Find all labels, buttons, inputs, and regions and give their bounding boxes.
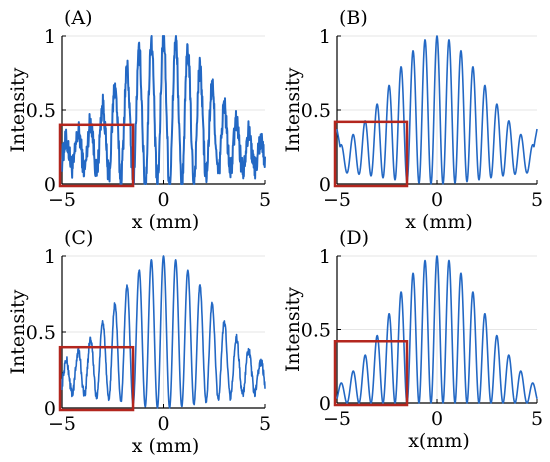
y-axis-title: Intensity: [282, 287, 304, 372]
intensity-series-line: [336, 255, 538, 404]
intensity-series-line: [61, 255, 266, 409]
y-tick-label: 0: [44, 174, 56, 196]
y-tick-label: 1: [319, 26, 331, 48]
y-tick-label: 0.5: [301, 100, 331, 122]
y-tick-label: 0: [44, 398, 56, 420]
x-tick-label: −5: [48, 413, 76, 435]
y-tick-label: 0: [319, 174, 331, 196]
panel-d: 00.51−5 0 5x(mm)Intensity(D): [282, 227, 543, 452]
y-tick-label: 1: [44, 246, 56, 268]
y-axis-title: Intensity: [7, 67, 29, 152]
highlight-box: [333, 120, 409, 188]
panel-b: 00.51−5 0 5x (mm)Intensity(B): [282, 7, 543, 233]
y-tick-label: 0.5: [301, 320, 331, 342]
x-tick-label: −5: [323, 189, 351, 211]
intensity-series-line: [61, 35, 266, 185]
highlight-box: [58, 123, 135, 188]
x-axis-title: x (mm): [132, 211, 200, 233]
x-tick-label: 0: [157, 413, 169, 435]
y-tick-label: 0.5: [26, 100, 56, 122]
panel-label: (A): [64, 7, 93, 29]
panel-label: (D): [339, 227, 369, 249]
y-tick-label: 0: [319, 393, 331, 415]
x-tick-label: 5: [531, 408, 543, 430]
x-tick-label: −5: [323, 408, 351, 430]
x-tick-label: 0: [157, 189, 169, 211]
x-tick-label: 0: [431, 189, 443, 211]
x-tick-label: 5: [531, 189, 543, 211]
panel-label: (C): [64, 227, 93, 249]
y-axis-title: Intensity: [282, 67, 304, 152]
x-tick-label: 5: [259, 413, 271, 435]
y-axis-title: Intensity: [7, 289, 29, 374]
panel-label: (B): [339, 7, 368, 29]
x-axis-title: x(mm): [408, 430, 470, 452]
y-tick-label: 0.5: [26, 322, 56, 344]
panel-c: 00.51−5 0 5x (mm)Intensity(C): [7, 227, 271, 457]
panel-a: 00.51−5 0 5x (mm)Intensity(A): [7, 7, 271, 233]
highlight-box: [58, 345, 135, 412]
intensity-series-line: [336, 35, 538, 185]
highlight-box: [333, 340, 409, 407]
x-axis-title: x (mm): [405, 211, 473, 233]
x-tick-label: 0: [431, 408, 443, 430]
y-tick-label: 1: [44, 26, 56, 48]
x-axis-title: x (mm): [132, 435, 200, 457]
x-tick-label: −5: [48, 189, 76, 211]
y-tick-label: 1: [319, 246, 331, 268]
x-tick-label: 5: [259, 189, 271, 211]
